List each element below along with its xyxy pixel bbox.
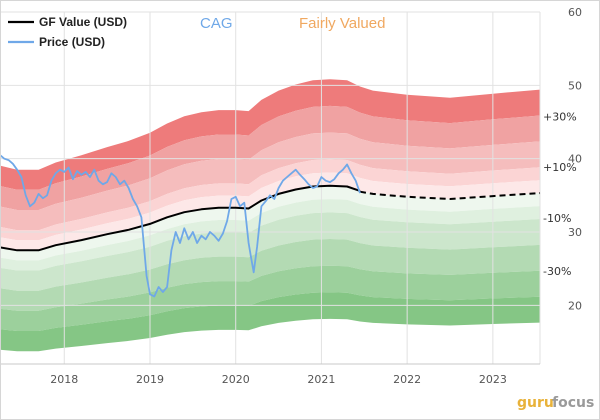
valuation-band-10	[0, 292, 540, 352]
valuation-status: Fairly Valued	[299, 15, 385, 32]
valuation-band-0	[0, 79, 540, 190]
band-label-1: +10%	[543, 161, 577, 174]
watermark-part1: guru	[517, 395, 554, 411]
band-label-0: +30%	[543, 110, 577, 123]
ticker-label: CAG	[200, 15, 233, 32]
valuation-band-1	[0, 105, 540, 210]
legend-price-label[interactable]: Price (USD)	[39, 35, 105, 49]
y-tick-label-2: 40	[568, 153, 582, 166]
valuation-band-9	[0, 265, 540, 331]
legend-gf-value-label[interactable]: GF Value (USD)	[39, 15, 127, 29]
valuation-band-4	[0, 172, 540, 251]
x-tick-label-3: 2021	[307, 373, 335, 386]
y-tick-label-0: 20	[568, 299, 582, 312]
valuation-band-5	[0, 185, 540, 261]
grid-lines	[0, 11, 541, 365]
gf-value-forecast-line	[359, 190, 541, 201]
valuation-band-2	[0, 132, 540, 231]
x-tick-label-0: 2018	[50, 373, 78, 386]
y-tick-label-1: 30	[568, 226, 582, 239]
band-label-3: -30%	[543, 265, 571, 278]
x-tick-label-1: 2019	[136, 373, 164, 386]
watermark-logo: guru focus	[517, 395, 594, 411]
price-line	[0, 154, 361, 298]
valuation-bands	[0, 79, 540, 352]
gf-value-line	[0, 184, 361, 252]
axis-ticks: 20 30 40 50 60 2018 2019 2020 2021 2022 2023 +30% +1…	[50, 6, 582, 386]
x-tick-label-4: 2022	[393, 373, 421, 386]
band-label-2: -10%	[543, 212, 571, 225]
y-tick-label-4: 60	[568, 6, 582, 19]
legend[interactable]: GF Value (USD) Price (USD)	[8, 15, 127, 49]
valuation-band-3	[0, 159, 540, 241]
x-tick-label-5: 2023	[479, 373, 507, 386]
valuation-band-6	[0, 199, 540, 271]
y-tick-label-3: 50	[568, 79, 582, 92]
x-tick-label-2: 2020	[222, 373, 250, 386]
valuation-band-8	[0, 239, 540, 311]
watermark-part2: focus	[552, 395, 594, 411]
series-lines	[0, 154, 541, 298]
